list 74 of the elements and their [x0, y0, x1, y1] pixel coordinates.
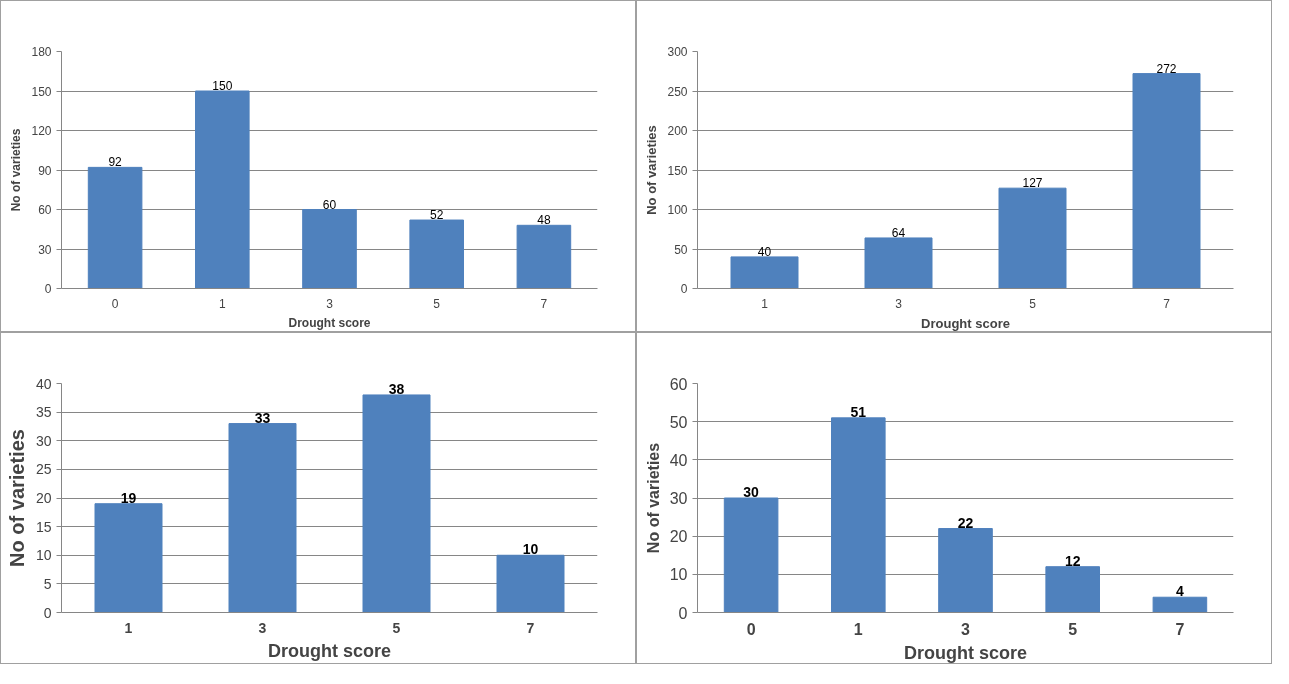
y-tick-label: 20: [669, 528, 688, 546]
y-tick-label: 40: [669, 451, 688, 469]
y-tick-label: 0: [680, 282, 688, 296]
y-tick-label: 150: [31, 84, 52, 99]
data-label: 12: [1064, 552, 1081, 569]
y-tick-label: 20: [35, 490, 52, 506]
y-tick-label: 200: [667, 124, 688, 138]
x-axis-title: Drought score: [288, 315, 371, 330]
y-tick-label: 60: [669, 375, 688, 393]
data-label: 22: [957, 514, 974, 531]
x-tick-label: 7: [540, 296, 548, 311]
y-tick-label: 90: [38, 163, 52, 178]
y-tick-label: 0: [44, 282, 52, 296]
x-tick-label: 5: [392, 619, 401, 636]
y-tick-label: 10: [35, 547, 52, 564]
x-tick-label: 5: [433, 296, 441, 311]
x-tick-label: 7: [526, 619, 535, 636]
x-tick-label: 5: [1029, 296, 1037, 311]
y-tick-label: 30: [35, 432, 52, 449]
x-axis-title: Drought score: [903, 642, 1028, 663]
y-axis-title: No of varieties: [644, 125, 660, 215]
x-tick-label: 0: [746, 620, 756, 638]
y-tick-label: 30: [38, 242, 52, 257]
x-tick-label: 1: [853, 620, 863, 638]
y-tick-label: 30: [669, 490, 688, 507]
y-tick-label: 100: [667, 203, 688, 217]
y-axis-title: No of varieties: [5, 429, 28, 567]
data-label: 38: [388, 380, 405, 397]
y-axis-title: No of varieties: [644, 442, 662, 554]
x-tick-label: 5: [1068, 620, 1078, 638]
x-tick-label: 0: [111, 296, 119, 311]
data-label: 4: [1176, 583, 1185, 600]
data-label: 64: [891, 225, 906, 240]
y-tick-label: 50: [674, 242, 688, 257]
x-tick-label: 3: [895, 296, 903, 311]
x-tick-label: 3: [326, 296, 334, 311]
y-tick-label: 180: [31, 45, 52, 59]
y-tick-label: 15: [35, 518, 52, 535]
y-tick-label: 60: [38, 203, 52, 217]
x-tick-label: 1: [761, 296, 769, 311]
x-tick-label: 7: [1175, 620, 1185, 638]
x-tick-label: 7: [1163, 296, 1171, 311]
data-label: 40: [757, 244, 772, 259]
x-tick-label: 1: [124, 619, 133, 636]
y-tick-label: 0: [43, 604, 52, 621]
y-tick-label: 150: [667, 163, 688, 178]
x-axis-title: Drought score: [267, 640, 392, 661]
x-tick-label: 3: [961, 620, 971, 638]
y-tick-label: 0: [678, 604, 688, 622]
y-tick-label: 5: [43, 575, 52, 592]
data-label: 60: [322, 197, 337, 212]
y-tick-label: 50: [669, 413, 688, 431]
data-label: 19: [120, 489, 137, 506]
x-tick-label: 3: [258, 619, 267, 636]
data-label: 33: [254, 409, 271, 426]
data-label: 48: [537, 213, 551, 228]
data-label: 150: [212, 79, 233, 93]
data-label: 30: [743, 484, 760, 500]
y-axis-title: No of varieties: [9, 128, 24, 212]
data-label: 52: [430, 208, 444, 223]
data-label: 92: [108, 155, 123, 170]
x-tick-label: 1: [218, 296, 226, 311]
y-tick-label: 300: [667, 45, 688, 59]
data-label: 272: [1156, 61, 1177, 76]
y-tick-label: 40: [35, 375, 52, 392]
data-label: 127: [1022, 176, 1043, 191]
x-axis-title: Drought score: [921, 315, 1010, 331]
y-tick-label: 25: [35, 461, 52, 478]
data-label: 51: [850, 403, 867, 420]
y-tick-label: 35: [35, 404, 52, 421]
data-label: 10: [522, 541, 539, 558]
y-tick-label: 120: [31, 124, 52, 138]
y-tick-label: 250: [667, 84, 688, 99]
y-tick-label: 10: [669, 566, 688, 584]
